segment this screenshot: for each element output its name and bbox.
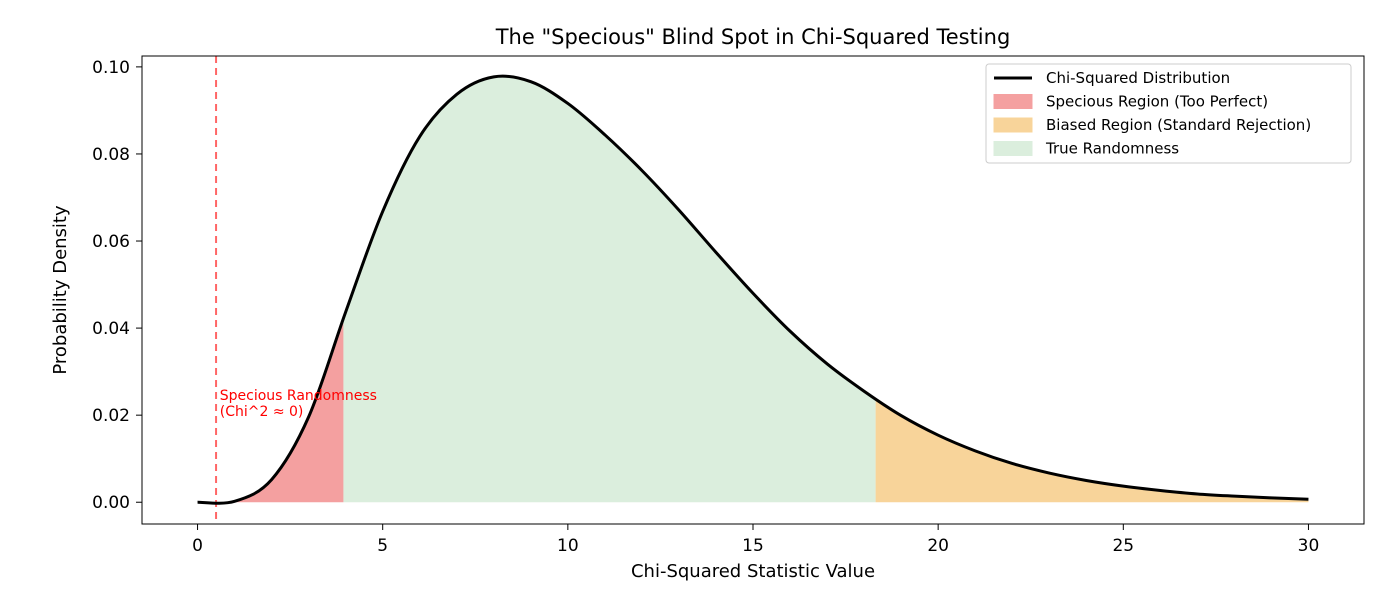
legend-swatch-patch [993,117,1033,133]
y-tick-label: 0.04 [92,319,130,339]
y-axis-title: Probability Density [50,205,71,375]
region-fill-2 [342,76,876,503]
annotation-line-1: Specious Randomness [220,388,377,404]
x-axis-title: Chi-Squared Statistic Value [631,561,875,582]
region-fill-0 [197,318,344,504]
x-tick-label: 25 [1112,536,1134,556]
y-axis-ticks: 0.00 0.02 0.04 0.06 0.08 0.10 [92,58,142,513]
x-tick-label: 0 [192,536,203,556]
y-tick-label: 0.08 [92,145,130,165]
x-tick-label: 15 [742,536,764,556]
legend-label: Specious Region (Too Perfect) [1046,93,1268,111]
x-tick-label: 20 [927,536,949,556]
y-tick-label: 0.00 [92,493,130,513]
x-tick-label: 30 [1298,536,1320,556]
legend-label: True Randomness [1045,140,1179,158]
x-tick-label: 10 [557,536,579,556]
x-tick-label: 5 [377,536,388,556]
y-tick-label: 0.02 [92,406,130,426]
chi-squared-curve [197,74,1309,505]
chart-title: The "Specious" Blind Spot in Chi-Squared… [495,25,1011,49]
legend-label: Chi-Squared Distribution [1046,69,1230,87]
legend-swatch-patch [993,94,1033,109]
x-axis-ticks: 0 5 10 15 20 25 30 [192,524,1319,556]
y-tick-label: 0.06 [92,232,130,252]
y-tick-label: 0.10 [92,58,130,78]
legend: Chi-Squared Distribution Specious Region … [985,63,1352,164]
region-fill-1 [875,398,1309,503]
legend-swatch-patch [993,141,1033,156]
fill-regions [197,76,1309,504]
annotation-line-2: (Chi^2 ≈ 0) [220,404,304,420]
legend-label: Biased Region (Standard Rejection) [1046,116,1311,134]
legend-box [985,63,1352,164]
